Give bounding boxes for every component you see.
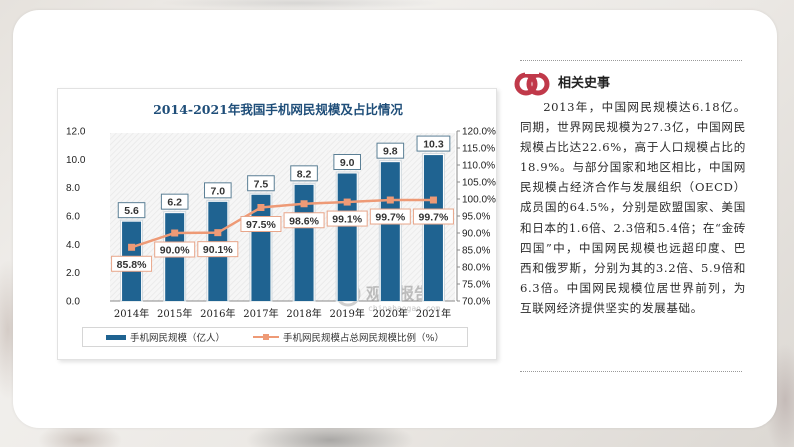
related-history-panel: 相关史事 2013年，中国网民规模达6.18亿。同期，世界网民规模为27.3亿，… — [512, 60, 764, 380]
line-data-label: 98.6% — [289, 215, 319, 227]
right-y-tick-label: 80.0% — [462, 263, 490, 274]
bar-data-label: 7.0 — [211, 185, 226, 197]
legend-line-swatch — [252, 333, 279, 341]
legend-label-line: 手机网民规模占总网民规模比例（%） — [282, 333, 445, 344]
line-data-label: 99.7% — [375, 212, 405, 224]
line-data-label: 90.0% — [160, 245, 190, 257]
bar-data-label: 9.8 — [383, 146, 398, 158]
left-y-tick-label: 4.0 — [66, 240, 80, 251]
line-data-label: 90.1% — [203, 244, 233, 256]
legend-bar-swatch — [105, 334, 126, 340]
right-y-tick-label: 120.0% — [462, 127, 496, 138]
x-tick-label: 2019年 — [329, 307, 364, 320]
divider-bottom — [520, 371, 742, 372]
chart-legend: 手机网民规模（亿人） 手机网民规模占总网民规模比例（%） — [82, 327, 468, 347]
right-y-tick-label: 110.0% — [462, 161, 495, 172]
line-data-label-box — [283, 212, 325, 229]
line-point — [429, 196, 437, 204]
bar — [423, 155, 443, 301]
right-y-tick-label: 90.0% — [462, 229, 490, 240]
x-tick-label: 2020年 — [373, 307, 408, 320]
bar-data-label: 7.5 — [254, 178, 269, 190]
line-point — [343, 198, 351, 206]
bar-data-label-box — [117, 202, 146, 219]
bar-data-label-box — [247, 175, 275, 192]
right-y-tick-label: 75.0% — [462, 280, 490, 291]
x-tick-label: 2014年 — [114, 307, 149, 320]
x-tick-label: 2018年 — [286, 307, 321, 320]
chart-card: 2014-2021年我国手机网民规模及占比情况 观研报告网 chinabaoga… — [57, 88, 497, 360]
line-data-label: 97.5% — [246, 219, 276, 231]
bar-data-label-box — [333, 154, 361, 170]
section-logo-icon — [514, 69, 550, 96]
x-tick-label: 2021年 — [416, 307, 451, 320]
line-point — [300, 200, 308, 208]
bar-data-label: 5.6 — [124, 205, 139, 217]
bar-data-label: 6.2 — [167, 197, 182, 209]
left-y-tick-label: 8.0 — [66, 183, 80, 194]
line-data-label: 99.1% — [332, 214, 362, 226]
line-point — [214, 229, 222, 237]
line-data-label-box — [111, 255, 153, 272]
bar-data-label-box — [290, 165, 318, 182]
line-data-label-box — [240, 216, 282, 232]
line-data-label: 85.8% — [117, 259, 147, 271]
bar — [380, 162, 400, 301]
line-data-label-box — [369, 208, 411, 225]
bar — [337, 173, 357, 301]
right-y-tick-label: 95.0% — [462, 212, 490, 223]
left-y-tick-label: 12.0 — [66, 127, 86, 138]
left-y-tick-label: 6.0 — [66, 212, 80, 223]
right-y-tick-label: 100.0% — [462, 195, 496, 206]
bar-data-label-box — [376, 142, 405, 159]
chart-title: 2014-2021年我国手机网民规模及占比情况 — [153, 102, 403, 117]
x-tick-label: 2017年 — [243, 307, 278, 320]
divider-top — [520, 60, 742, 61]
x-tick-label: 2015年 — [157, 307, 192, 320]
bar-data-label-box — [160, 193, 189, 210]
line-point — [128, 243, 136, 251]
right-y-tick-label: 105.0% — [462, 178, 496, 189]
right-y-tick-label: 70.0% — [462, 297, 490, 308]
bar-data-label: 10.3 — [423, 139, 444, 151]
chart-plot: 观研报告网 chinabaogao.com 0.02.04.06.08.010.… — [66, 127, 496, 321]
left-y-tick-label: 2.0 — [66, 268, 80, 279]
legend-label-bar: 手机网民规模（亿人） — [129, 333, 225, 344]
line-data-label-box — [154, 241, 196, 258]
bar-data-label: 9.0 — [340, 157, 355, 169]
line-series-path — [131, 198, 434, 249]
section-body-text: 2013年，中国网民规模达6.18亿。同期，世界网民规模为27.3亿，中国网民规… — [520, 100, 746, 315]
legend-item-line: 手机网民规模占总网民规模比例（%） — [252, 330, 445, 344]
section-heading: 相关史事 — [558, 76, 611, 91]
bar-data-label-box — [416, 135, 451, 152]
line-point — [257, 204, 265, 211]
right-y-tick-label: 85.0% — [462, 246, 490, 257]
x-tick-label: 2016年 — [200, 307, 235, 320]
line-data-label: 99.7% — [419, 212, 449, 224]
line-data-label-box — [197, 241, 239, 258]
watermark-url: chinabaogao.com — [368, 304, 440, 313]
line-data-label-box — [326, 210, 368, 227]
right-y-tick-label: 115.0% — [462, 144, 495, 155]
bar-data-label: 8.2 — [297, 168, 312, 180]
line-point — [386, 196, 394, 204]
bar-data-label-box — [204, 182, 232, 199]
line-point — [171, 229, 179, 237]
left-y-tick-label: 0.0 — [66, 297, 80, 308]
left-y-tick-label: 10.0 — [66, 155, 86, 166]
line-data-label-box — [412, 208, 454, 225]
legend-item-bar: 手机网民规模（亿人） — [105, 330, 225, 344]
